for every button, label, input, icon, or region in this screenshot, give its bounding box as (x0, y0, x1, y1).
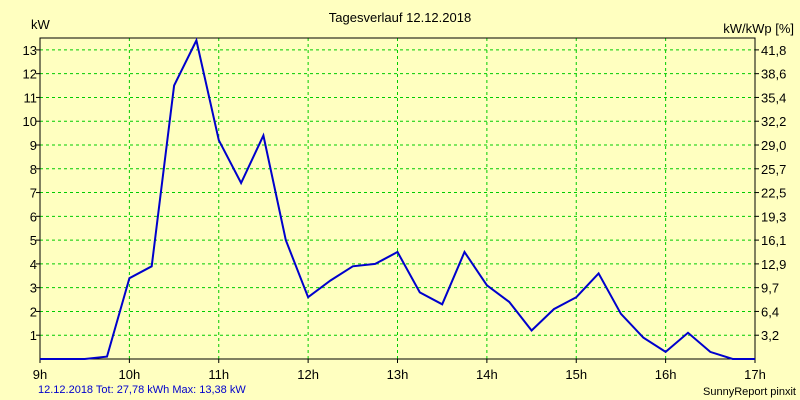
y-tick-label-left: 8 (30, 162, 37, 177)
y-tick-label-left: 1 (30, 328, 37, 343)
y-tick-label-left: 9 (30, 138, 37, 153)
y-tick-label-right: 41,8 (761, 43, 786, 58)
daily-summary: 12.12.2018 Tot: 27,78 kWh Max: 13,38 kW (38, 384, 246, 396)
x-tick-label: 13h (387, 367, 409, 382)
y-tick-label-left: 10 (23, 114, 37, 129)
x-tick-label: 10h (119, 367, 141, 382)
series-line-power (40, 37, 755, 360)
y-tick-label-right: 3,2 (761, 328, 779, 343)
y-axis-label-left: kW (31, 17, 50, 32)
x-tick-label: 12h (297, 367, 319, 382)
report-credit: SunnyReport pinxit (703, 386, 796, 398)
y-tick-label-right: 32,2 (761, 114, 786, 129)
x-tick-label: 9h (33, 367, 47, 382)
y-tick-label-right: 19,3 (761, 209, 786, 224)
chart-title: Tagesverlauf 12.12.2018 (328, 10, 472, 25)
y-tick-label-left: 2 (30, 304, 37, 319)
y-tick-label-right: 38,6 (761, 67, 786, 82)
x-axis: 9h 10h 11h 12h 13h 14h 15h 16h 17h (33, 359, 766, 382)
y-tick-label-right: 29,0 (761, 138, 786, 153)
x-tick-label: 16h (655, 367, 677, 382)
x-tick-label: 15h (565, 367, 587, 382)
y-tick-label-left: 11 (24, 90, 38, 105)
y-tick-label-right: 35,4 (761, 90, 786, 105)
y-tick-label-left: 4 (30, 257, 37, 272)
y-tick-label-left: 12 (23, 67, 37, 82)
x-tick-label: 11h (208, 367, 229, 382)
y-tick-label-right: 6,4 (761, 304, 779, 319)
y-axis-label-right: kW/kWp [%] (723, 21, 794, 36)
x-tick-label: 14h (476, 367, 498, 382)
y-tick-label-left: 7 (30, 186, 37, 201)
y-tick-label-right: 16,1 (761, 233, 786, 248)
grid-lines (40, 38, 755, 359)
y-tick-label-right: 9,7 (761, 281, 779, 296)
y-axis-right: 3,2 6,4 9,7 12,9 16,1 19,3 22,5 25,7 29,0 32,2 35,… (755, 43, 786, 343)
y-tick-label-left: 3 (30, 281, 37, 296)
y-tick-label-right: 25,7 (761, 162, 786, 177)
y-tick-label-right: 22,5 (761, 186, 786, 201)
y-tick-label-left: 13 (23, 43, 37, 58)
y-tick-label-left: 5 (30, 233, 37, 248)
y-tick-label-right: 12,9 (761, 257, 786, 272)
y-tick-label-left: 6 (30, 209, 37, 224)
x-tick-label: 17h (744, 367, 766, 382)
